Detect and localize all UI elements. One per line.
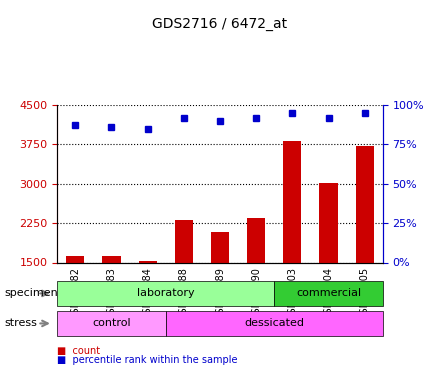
Bar — [319, 183, 337, 341]
Text: ■  count: ■ count — [57, 346, 100, 355]
Bar — [283, 141, 301, 341]
Text: commercial: commercial — [296, 288, 361, 298]
Bar — [175, 220, 193, 341]
Text: GDS2716 / 6472_at: GDS2716 / 6472_at — [152, 17, 288, 31]
Bar — [211, 232, 229, 341]
Bar — [139, 261, 157, 341]
Text: ■  percentile rank within the sample: ■ percentile rank within the sample — [57, 355, 238, 365]
Text: dessicated: dessicated — [244, 318, 304, 328]
Bar — [356, 146, 374, 341]
Bar — [103, 256, 121, 341]
Text: laboratory: laboratory — [137, 288, 194, 298]
Text: stress: stress — [4, 318, 37, 328]
Bar — [247, 218, 265, 341]
Text: specimen: specimen — [4, 288, 58, 298]
Text: control: control — [92, 318, 131, 328]
Bar — [66, 256, 84, 341]
